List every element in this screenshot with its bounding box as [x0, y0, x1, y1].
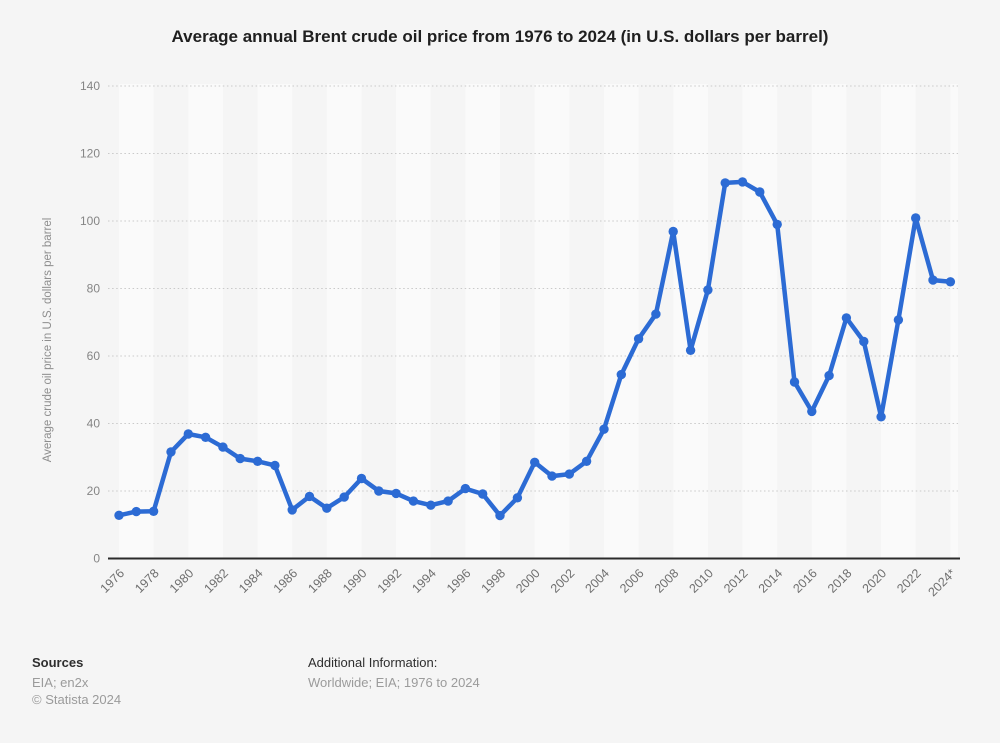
data-point-1997: [478, 489, 488, 499]
svg-text:2004: 2004: [583, 566, 613, 596]
data-point-1991: [374, 486, 384, 496]
data-point-2000: [530, 457, 540, 467]
data-point-2009: [685, 345, 696, 355]
data-point-2005: [616, 369, 626, 380]
additional-info-block: Additional Information: Worldwide; EIA; …: [308, 655, 480, 691]
data-point-2022: [911, 213, 921, 223]
data-point-2011: [720, 178, 730, 188]
svg-text:1982: 1982: [201, 566, 231, 596]
data-point-2016: [807, 406, 817, 417]
data-point-2008: [668, 226, 678, 237]
data-point-1976: [114, 510, 124, 520]
data-point-2006: [633, 334, 644, 344]
svg-text:2006: 2006: [617, 566, 647, 596]
data-point-2002: [564, 469, 574, 479]
additional-info-heading: Additional Information:: [308, 655, 438, 670]
data-point-2004: [599, 424, 609, 434]
data-point-2007: [651, 309, 661, 319]
data-point-2012: [737, 177, 748, 187]
svg-text:40: 40: [87, 417, 101, 431]
data-point-2018: [841, 313, 852, 323]
additional-info-line: Worldwide; EIA; 1976 to 2024: [308, 675, 480, 690]
svg-text:2016: 2016: [790, 566, 820, 596]
svg-text:1986: 1986: [271, 566, 301, 596]
sources-heading: Sources: [32, 655, 84, 670]
data-point-1986: [287, 505, 297, 515]
svg-text:1996: 1996: [444, 566, 474, 596]
data-point-1998: [495, 510, 505, 521]
svg-text:100: 100: [80, 214, 100, 228]
svg-text:2024*: 2024*: [925, 566, 958, 599]
data-point-1996: [460, 483, 471, 494]
svg-text:0: 0: [93, 552, 100, 566]
data-point-2021: [893, 315, 904, 325]
sources-block: Sources EIA; en2x © Statista 2024: [32, 655, 121, 708]
data-point-2023: [928, 275, 938, 285]
data-point-1984: [252, 456, 263, 466]
svg-text:2020: 2020: [860, 566, 890, 596]
data-point-2019: [859, 336, 869, 347]
svg-text:2010: 2010: [686, 566, 716, 596]
data-point-1978: [148, 506, 159, 516]
svg-text:2002: 2002: [548, 566, 578, 596]
svg-text:2022: 2022: [894, 566, 924, 596]
data-point-1992: [391, 488, 401, 499]
data-point-1988: [322, 503, 332, 513]
data-point-1999: [512, 493, 523, 503]
data-point-2003: [581, 456, 592, 466]
data-point-1985: [270, 460, 280, 471]
data-point-2015: [789, 377, 800, 387]
y-axis-title: Average crude oil price in U.S. dollars …: [42, 218, 54, 463]
svg-text:2014: 2014: [756, 566, 786, 596]
statista-copyright: © Statista 2024: [32, 692, 122, 707]
data-point-2014: [772, 219, 782, 230]
svg-text:1978: 1978: [132, 566, 162, 596]
x-tick-labels: 1976 1978 1980 1982 1984 1986 1988 1990 1992 1994…: [98, 566, 959, 599]
chart-title: Average annual Brent crude oil price fro…: [171, 27, 829, 46]
data-point-1995: [443, 496, 453, 506]
svg-text:1980: 1980: [167, 566, 197, 596]
svg-text:1990: 1990: [340, 566, 370, 596]
plot-stripes: [119, 84, 958, 559]
data-point-2017: [824, 370, 834, 381]
data-point-2024: [945, 277, 956, 287]
svg-text:1994: 1994: [409, 566, 439, 596]
svg-text:2000: 2000: [513, 566, 543, 596]
svg-text:60: 60: [87, 349, 101, 363]
data-point-1982: [218, 442, 228, 452]
data-point-1987: [304, 491, 315, 502]
svg-text:2018: 2018: [825, 566, 855, 596]
y-tick-labels: 0 20 40 60 80 100 120 140: [80, 79, 100, 566]
data-point-1994: [426, 500, 436, 510]
svg-text:2012: 2012: [721, 566, 751, 596]
svg-text:1988: 1988: [305, 566, 335, 596]
data-point-2001: [547, 471, 557, 481]
data-point-2010: [703, 285, 713, 295]
svg-text:1992: 1992: [375, 566, 405, 596]
data-point-2013: [755, 187, 765, 197]
data-point-1979: [166, 447, 176, 457]
svg-text:80: 80: [87, 282, 101, 296]
svg-text:1976: 1976: [98, 566, 128, 596]
data-point-1981: [200, 432, 211, 442]
sources-line: EIA; en2x: [32, 675, 89, 690]
data-point-1980: [183, 429, 193, 439]
data-point-1983: [235, 453, 245, 464]
svg-text:2008: 2008: [652, 566, 682, 596]
svg-text:1998: 1998: [479, 566, 509, 596]
data-point-1989: [339, 492, 349, 502]
price-line-series: [114, 177, 956, 521]
data-point-1977: [131, 506, 141, 517]
svg-text:140: 140: [80, 79, 100, 93]
svg-text:120: 120: [80, 147, 100, 161]
svg-text:20: 20: [87, 484, 101, 498]
svg-text:1984: 1984: [236, 566, 266, 596]
data-point-1990: [356, 473, 367, 484]
data-point-2020: [876, 412, 886, 422]
data-point-1993: [408, 496, 419, 506]
